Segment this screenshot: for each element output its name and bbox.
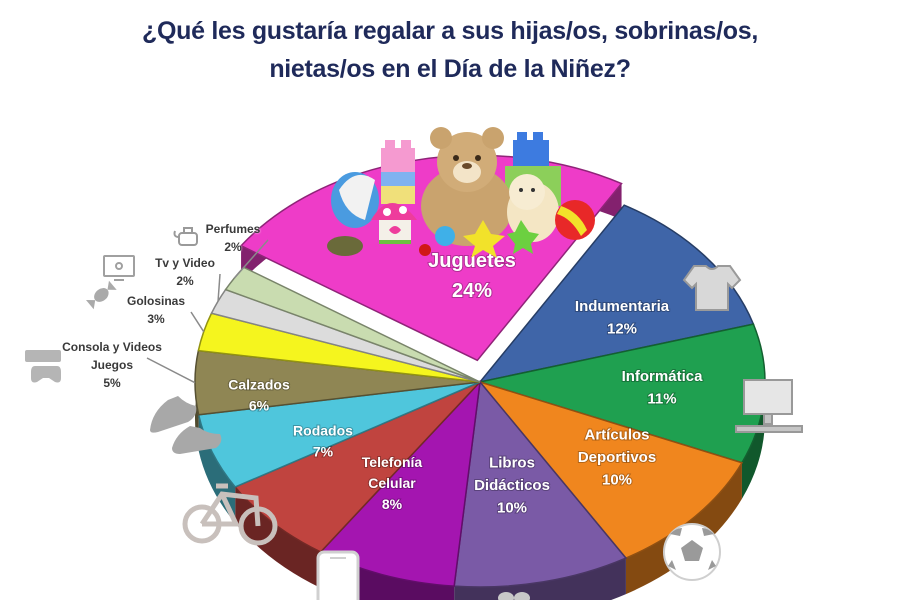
tv-icon xyxy=(103,255,135,281)
slice-label: Indumentaria 12% xyxy=(575,298,670,338)
slice-labels: Juguetes 24% Indumentaria 12% Informática 11%… xyxy=(227,249,704,518)
external-slice-label: Golosinas 3% xyxy=(126,294,185,326)
sneakers-icon xyxy=(150,396,222,454)
computer-icon xyxy=(735,379,803,433)
bicycle-icon xyxy=(182,483,278,546)
smartphone-icon xyxy=(316,550,360,600)
slice-label: Calzados 6% xyxy=(228,377,290,414)
leader-line xyxy=(190,311,205,333)
pie-slice-libros-did-cticos xyxy=(453,380,628,588)
leader-line xyxy=(217,273,221,302)
chart-title-line-1: ¿Qué les gustaría regalar a sus hijas/os… xyxy=(142,17,758,45)
pie-slices xyxy=(194,154,766,588)
slice-label: Juguetes 24% xyxy=(428,250,516,302)
category-icons xyxy=(25,227,803,600)
soccer-ball-icon xyxy=(663,523,721,581)
external-slice-label: Tv y Video 2% xyxy=(155,256,215,288)
game-controller-icon xyxy=(25,350,61,383)
books-icon xyxy=(498,592,530,600)
slice-label: Artículos Deportivos 10% xyxy=(578,427,656,489)
slice-label: Libros Didácticos 10% xyxy=(474,455,550,517)
leader-line xyxy=(233,239,269,279)
slice-label: Informática 11% xyxy=(622,368,704,408)
slice-side xyxy=(454,558,626,600)
perfume-icon xyxy=(173,227,198,246)
chart-title: ¿Qué les gustaría regalar a sus hijas/os… xyxy=(0,12,900,88)
toys-icon xyxy=(327,127,595,258)
pie-slice-art-culos-deportivos xyxy=(477,380,744,559)
external-slice-label: Perfumes 2% xyxy=(205,222,261,254)
leader-line xyxy=(146,357,196,384)
candy-icon xyxy=(86,280,117,310)
pie-slice-indumentaria xyxy=(478,204,755,384)
external-slice-label: Consola y Videos Juegos 5% xyxy=(62,340,162,390)
slice-label: Telefonía Celular 8% xyxy=(362,454,423,512)
slice-label: Rodados 7% xyxy=(293,423,353,460)
leader-lines xyxy=(146,239,269,384)
chart-title-line-2: nietas/os en el Día de la Niñez? xyxy=(269,55,631,83)
tshirt-icon xyxy=(682,265,742,311)
